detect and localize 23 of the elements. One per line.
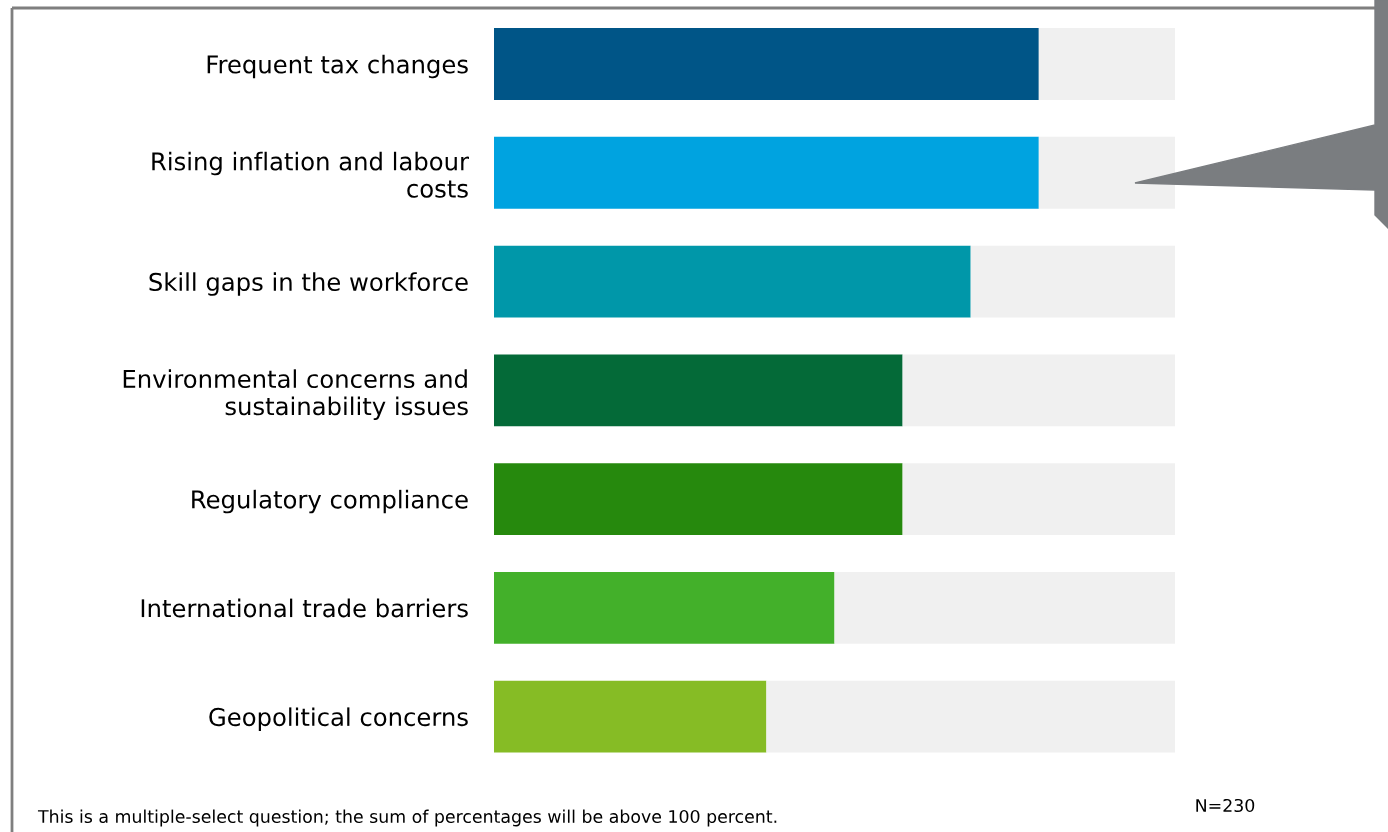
- y-tick-label: Skill gaps in the workforce: [149, 272, 468, 296]
- bar: [902, 354, 1175, 427]
- bar: [494, 354, 903, 427]
- text: This is a multiple-select question; the sum of percentages will be above 100 percent.: [37, 809, 777, 827]
- bar: [902, 463, 1175, 535]
- bar: [970, 245, 1175, 318]
- y-tick-label: Environmental concerns and sustainability issues: [123, 369, 468, 421]
- text: N=230: [1196, 798, 1255, 813]
- bar: [494, 136, 1039, 209]
- bar: [494, 463, 903, 535]
- y-tick-label: Rising inflation and labour costs: [152, 151, 469, 198]
- bar: [494, 28, 1039, 100]
- bar: [1038, 136, 1175, 209]
- y-tick-label: Geopolitical concerns: [209, 707, 468, 731]
- y-tick-label: Frequent tax changes: [207, 54, 468, 79]
- y-tick-label: Regulatory compliance: [192, 489, 468, 514]
- y-tick-label: International trade barriers: [141, 598, 468, 618]
- bar: [766, 680, 1175, 753]
- bar: [494, 680, 767, 753]
- bar: [494, 245, 971, 318]
- bar: [834, 571, 1175, 644]
- bar: [494, 571, 835, 644]
- bar: [1038, 28, 1175, 100]
